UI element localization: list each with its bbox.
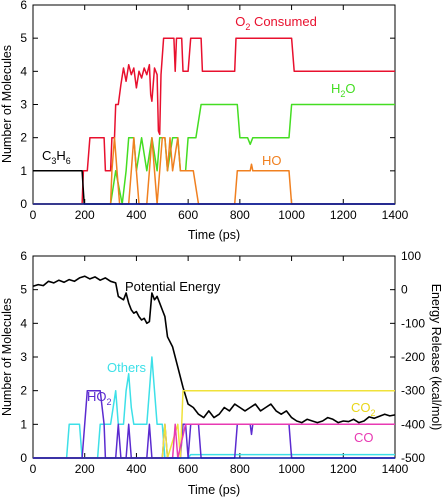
bottom-x-tick-label: 1400	[382, 462, 409, 476]
bottom-x-ticks: 0 200 400 600 800 1000 1200 1400	[30, 256, 409, 476]
top-x-tick-label: 400	[126, 208, 146, 222]
bottom-y2-tick-label: -400	[401, 417, 425, 431]
bottom-y2-tick-label: -500	[401, 451, 425, 465]
bottom-y-tick-label: 5	[20, 283, 27, 297]
bottom-y-tick-label: 2	[20, 384, 27, 398]
ho-label: HO	[262, 153, 282, 168]
top-series	[33, 37, 395, 205]
bottom-y2-tick-label: 0	[401, 283, 408, 297]
bottom-y-tick-label: 1	[20, 417, 27, 431]
top-x-tick-label: 0	[30, 208, 37, 222]
bottom-series-co2	[33, 389, 395, 459]
bottom-y2-tick-label: -200	[401, 350, 425, 364]
bottom-y2-tick-label: -300	[401, 384, 425, 398]
bottom-y2-tick-label: 100	[401, 249, 421, 263]
top-y-ticks: 0 1 2 3 4 5 6	[20, 0, 395, 211]
co2-label: CO2	[351, 400, 376, 418]
top-x-tick-label: 600	[178, 208, 198, 222]
top-y-tick-label: 5	[20, 31, 27, 45]
bottom-series-co	[33, 423, 395, 459]
bottom-y-ticks: 0 1 2 3 4 5 6	[20, 249, 38, 465]
bottom-series	[32, 275, 396, 459]
top-chart: 0 200 400 600 800 1000 1200 1400 0 1 2 3 4 5 6 Time (…	[0, 0, 409, 242]
top-x-tick-label: 1000	[278, 208, 305, 222]
top-y-tick-label: 3	[20, 98, 27, 112]
ho2-label: HO2	[87, 389, 112, 407]
bottom-series-potential-energy	[32, 275, 396, 424]
top-y-tick-label: 1	[20, 164, 27, 178]
co-label: CO	[354, 430, 374, 445]
top-x-tick-label: 800	[230, 208, 250, 222]
top-y-tick-label: 2	[20, 131, 27, 145]
bottom-y2-tick-label: -100	[401, 316, 425, 330]
bottom-y-tick-label: 4	[20, 316, 27, 330]
top-y-tick-label: 4	[20, 64, 27, 78]
h2o-label: H2O	[331, 81, 356, 99]
bottom-x-tick-label: 1200	[330, 462, 357, 476]
top-x-tick-label: 200	[75, 208, 95, 222]
bottom-x-tick-label: 200	[75, 462, 95, 476]
bottom-y-tick-label: 0	[20, 451, 27, 465]
top-x-tick-label: 1200	[330, 208, 357, 222]
top-x-ticks: 0 200 400 600 800 1000 1200 1400	[30, 5, 409, 222]
bottom-y-axis-label: Number of Molecules	[0, 298, 14, 416]
top-y-tick-label: 6	[20, 0, 27, 12]
top-x-tick-label: 1400	[382, 208, 409, 222]
top-series-o2-consumed	[33, 37, 395, 205]
bottom-x-tick-label: 400	[126, 462, 146, 476]
c3h6-label: C3H6	[42, 148, 71, 166]
bottom-series-others	[33, 356, 395, 459]
top-y-axis-label: Number of Molecules	[0, 45, 14, 163]
others-label: Others	[107, 360, 147, 375]
top-x-axis-label: Time (ps)	[188, 228, 240, 242]
bottom-y2-ticks: -500 -400 -300 -200 -100 0 100	[390, 249, 425, 465]
potential-energy-label: Potential Energy	[125, 279, 221, 294]
bottom-x-tick-label: 1000	[278, 462, 305, 476]
o2-consumed-label: O2 Consumed	[235, 14, 317, 32]
bottom-x-tick-label: 800	[230, 462, 250, 476]
bottom-x-tick-label: 0	[30, 462, 37, 476]
bottom-y-tick-label: 6	[20, 249, 27, 263]
top-series-c3h6	[33, 170, 395, 205]
bottom-x-axis-label: Time (ps)	[188, 483, 240, 497]
top-y-tick-label: 0	[20, 197, 27, 211]
bottom-x-tick-label: 600	[178, 462, 198, 476]
bottom-y2-axis-label: Energy Release (kcal/mol)	[429, 284, 442, 431]
top-series-h2o	[33, 103, 395, 205]
bottom-y-tick-label: 3	[20, 350, 27, 364]
